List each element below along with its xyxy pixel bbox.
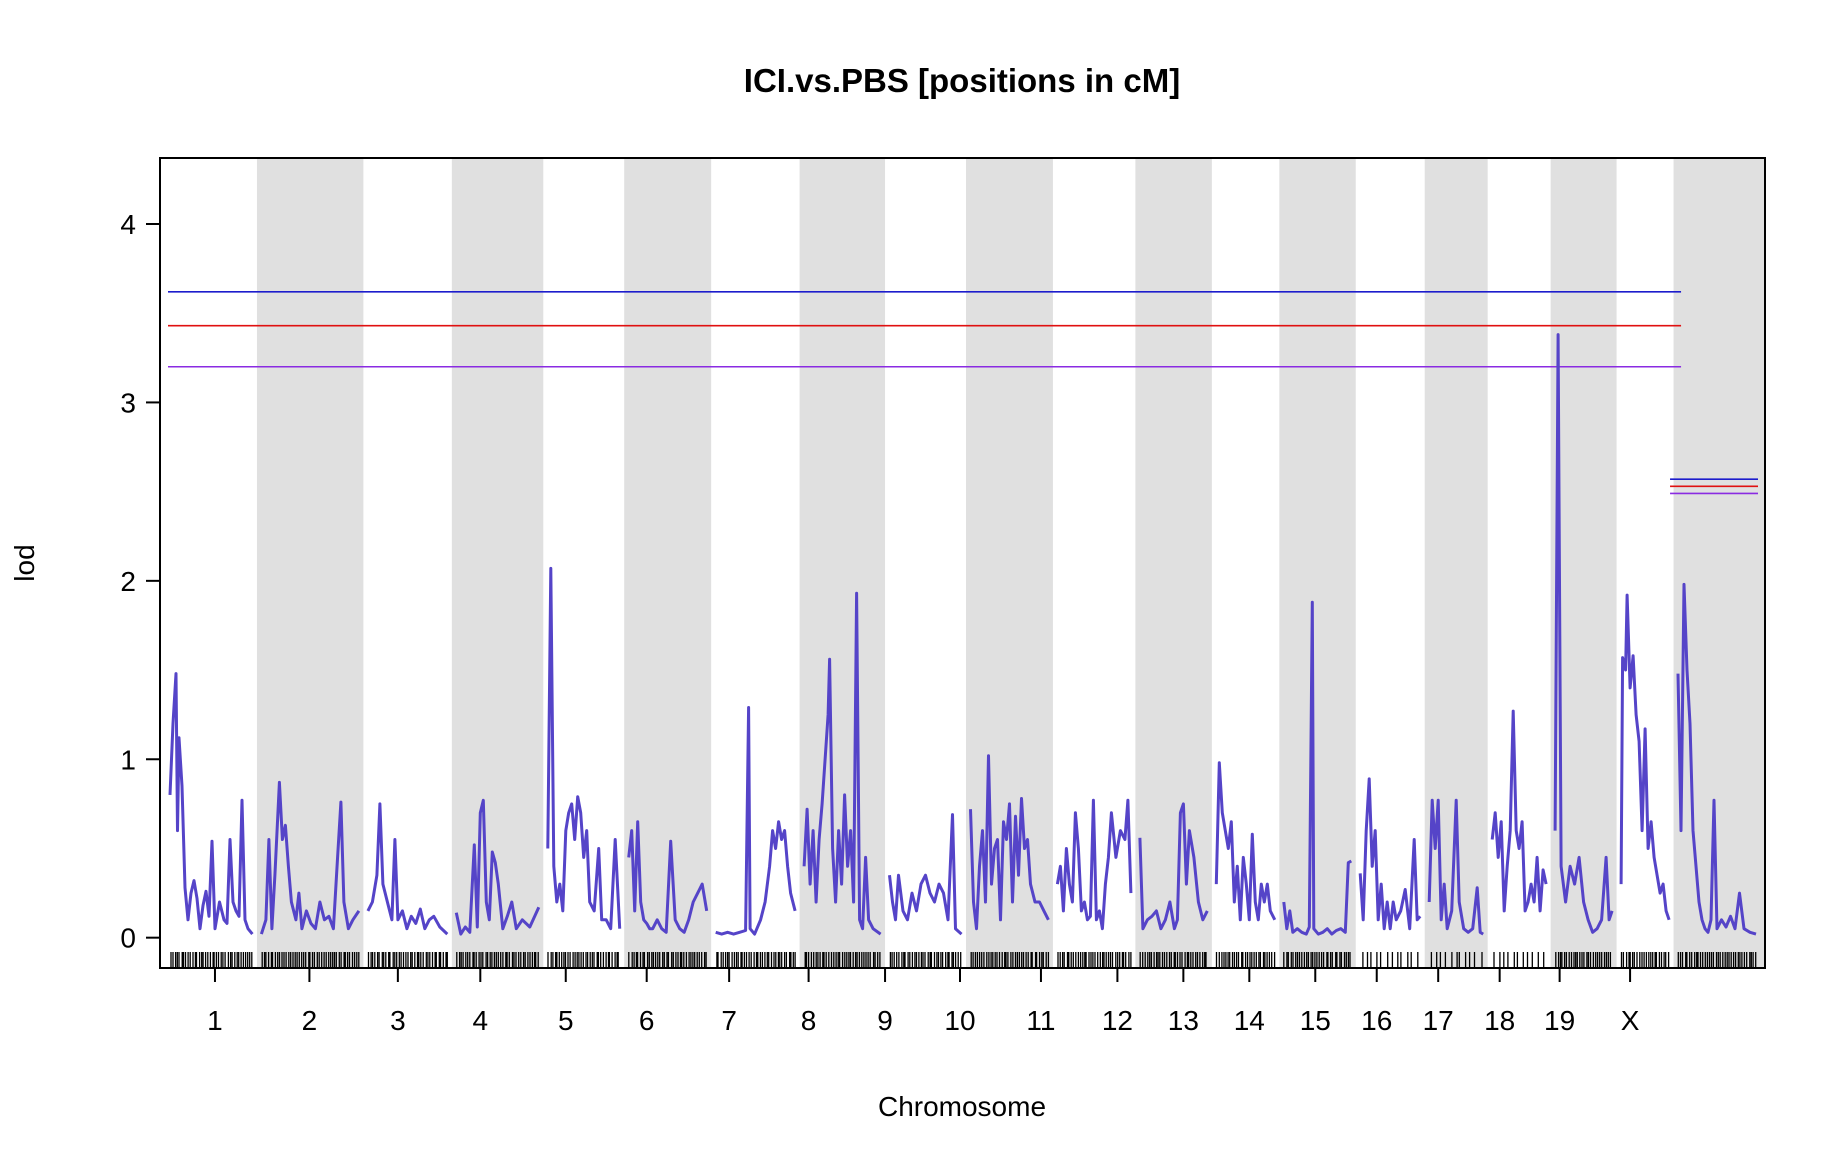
x-tick-label-chr-14: 14 [1234, 1005, 1265, 1036]
marker-rug-16 [1430, 952, 1483, 968]
lod-curve-chr-17 [1490, 709, 1548, 913]
marker-rug-5 [547, 952, 619, 968]
x-tick-label-chr-15: 15 [1300, 1005, 1331, 1036]
marker-rug-2 [261, 952, 360, 968]
lod-curve-chr-2 [259, 780, 361, 935]
x-tick-label-chr-19: 19 [1544, 1005, 1575, 1036]
marker-rug-19 [1620, 952, 1670, 968]
chromosome-band-12 [1135, 158, 1212, 968]
y-tick-label-3: 3 [120, 387, 136, 418]
x-axis-label: Chromosome [878, 1091, 1046, 1122]
y-tick-label-4: 4 [120, 209, 136, 240]
x-tick-label-chr-12: 12 [1102, 1005, 1133, 1036]
lod-curve-chr-3 [366, 802, 449, 936]
marker-rug-6 [628, 952, 707, 968]
marker-rug-15 [1362, 952, 1419, 968]
marker-rug-9 [889, 952, 962, 968]
plot-frame [159, 157, 1766, 969]
x-tick-label-chr-10: 10 [944, 1005, 975, 1036]
y-tick-label-0: 0 [120, 923, 136, 954]
chromosome-band-X [1673, 158, 1765, 968]
x-tick-label-chr-6: 6 [639, 1005, 655, 1036]
lod-curve-chr-13 [1214, 761, 1277, 922]
x-tick-label-chr-4: 4 [473, 1005, 489, 1036]
lod-curve-chr-15 [1358, 777, 1422, 931]
chart-title: ICI.vs.PBS [positions in cM] [744, 62, 1180, 99]
marker-rug-11 [1057, 952, 1132, 968]
lod-curve-chr-10 [969, 754, 1050, 931]
y-axis-label: lod [9, 544, 40, 581]
lod-curve-chr-8 [802, 591, 882, 936]
lod-curve-chr-16 [1427, 798, 1484, 936]
x-tick-label-chr-18: 18 [1484, 1005, 1515, 1036]
marker-rug-X [1677, 952, 1757, 968]
marker-rug-14 [1283, 952, 1351, 968]
lod-curve-chr-9 [888, 813, 963, 936]
lod-curve-chr-6 [627, 820, 709, 934]
x-tick-label-chr-16: 16 [1361, 1005, 1392, 1036]
x-tick-label-chr-X: X [1621, 1005, 1640, 1036]
lod-curve-chr-14 [1282, 600, 1353, 936]
x-tick-label-chr-8: 8 [801, 1005, 817, 1036]
lod-curve-chr-18 [1553, 333, 1614, 934]
y-tick-label-2: 2 [120, 566, 136, 597]
y-tick-label-1: 1 [120, 744, 136, 775]
lod-curve-chr-11 [1055, 798, 1133, 931]
chromosome-band-2 [256, 158, 364, 968]
lod-curve-chr-5 [546, 566, 622, 931]
x-tick-label-chr-7: 7 [721, 1005, 737, 1036]
marker-rug-13 [1215, 952, 1276, 968]
marker-rug-17 [1493, 952, 1545, 968]
threshold-lines [168, 291, 1758, 495]
x-axis: 1 2 3 4 5 6 7 8 9 10 11 12 13 14 15 16 17 18 19 X [207, 968, 1640, 1036]
marker-rug-18 [1555, 952, 1612, 968]
marker-rug-8 [804, 952, 881, 968]
marker-rug-10 [970, 952, 1050, 968]
marker-rug-1 [170, 952, 253, 968]
x-tick-label-chr-1: 1 [207, 1005, 223, 1036]
marker-rug-4 [456, 952, 539, 968]
x-tick-label-chr-2: 2 [302, 1005, 318, 1036]
x-tick-label-chr-11: 11 [1026, 1005, 1055, 1036]
x-tick-label-chr-13: 13 [1168, 1005, 1199, 1036]
lod-curve-chr-4 [454, 798, 541, 936]
x-tick-label-chr-9: 9 [877, 1005, 893, 1036]
lod-curve-chr-19 [1619, 593, 1671, 921]
x-tick-label-chr-5: 5 [558, 1005, 574, 1036]
x-tick-label-chr-17: 17 [1423, 1005, 1454, 1036]
marker-rug-7 [716, 952, 796, 968]
lod-curve-chr-7 [715, 706, 797, 936]
x-tick-label-chr-3: 3 [390, 1005, 406, 1036]
marker-rug-12 [1139, 952, 1207, 968]
marker-rug-3 [367, 952, 448, 968]
lod-curve-chr-1 [168, 672, 254, 936]
chromosome-band-4 [451, 158, 544, 968]
marker-rugs [170, 952, 1757, 968]
chromosome-band-14 [1279, 158, 1356, 968]
lod-curve-chr-X [1676, 582, 1757, 936]
lod-curve-chr-12 [1138, 802, 1209, 931]
lod-curves [168, 333, 1757, 936]
y-axis: 0 1 2 3 4 [120, 209, 160, 954]
